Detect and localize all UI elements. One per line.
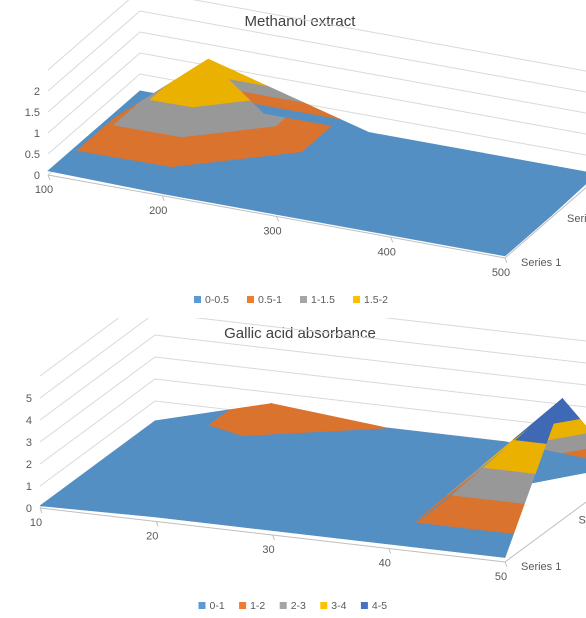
series-label: Series 1 (521, 257, 561, 269)
legend: 0-1 1-2 2-3 3-4 4-5 (198, 600, 387, 612)
surface-facet (241, 403, 388, 437)
z-tick-label: 1.5 (25, 107, 40, 119)
legend-entry: 0-0.5 (205, 294, 229, 306)
legend-entry: 2-3 (291, 600, 306, 612)
z-tick-label: 0.5 (25, 149, 40, 161)
x-tick-label: 50 (495, 571, 507, 583)
legend-swatch (320, 602, 328, 609)
z-tick-label: 4 (26, 415, 32, 427)
surface-facet (39, 462, 214, 507)
surface (39, 397, 586, 558)
y-axis-line (504, 501, 586, 563)
x-tick-label: 20 (146, 531, 158, 543)
legend-entry: 3-4 (331, 600, 346, 612)
surface-facet (389, 194, 552, 236)
legend-swatch (247, 296, 254, 303)
legend-swatch (194, 296, 201, 303)
legend-swatch (353, 296, 360, 303)
methanol-extract-chart: Methanol extract 0 0.5 1 1.5 2 100 200 300 400 50… (25, 0, 586, 306)
legend-entry: 1-1.5 (311, 294, 335, 306)
surface (47, 58, 586, 257)
legend-swatch (279, 602, 287, 609)
gallic-acid-chart: Gallic acid absorbance 0 1 2 3 4 5 10 20 30 40 50 S… (0, 318, 586, 618)
surface-facet (435, 152, 586, 196)
legend-entry: 1.5-2 (364, 294, 388, 306)
z-tick-label: 0 (26, 503, 32, 515)
x-tick-label: 40 (379, 558, 391, 570)
legend: 0-0.5 0.5-1 1-1.5 1.5-2 (194, 294, 388, 306)
x-tick-label: 200 (149, 205, 167, 217)
surface-facet (545, 398, 563, 413)
y-axis-line (504, 186, 586, 259)
z-tick-label: 3 (26, 437, 32, 449)
chart-title: Gallic acid absorbance (224, 325, 376, 342)
surface-facet (209, 403, 272, 426)
z-tick-label: 0 (34, 170, 40, 182)
z-tick-label: 2 (34, 86, 40, 98)
surface-facet (155, 467, 331, 518)
z-tick-label: 1 (34, 128, 40, 140)
series-label: Series 2 (579, 515, 586, 527)
legend-entry: 4-5 (372, 600, 387, 612)
legend-entry: 0-1 (210, 600, 225, 612)
surface-facet (271, 483, 447, 532)
legend-swatch (360, 602, 368, 609)
surface-facet (186, 58, 209, 75)
z-tick-label: 1 (26, 481, 32, 493)
gallic-acid-plot: Gallic acid absorbance 0 1 2 3 4 5 10 20 30 40 50 S… (26, 318, 586, 612)
legend-swatch (198, 602, 206, 609)
x-tick-label: 30 (262, 544, 274, 556)
legend-swatch (300, 296, 307, 303)
x-tick-label: 500 (492, 267, 510, 279)
surface-facet (275, 171, 437, 215)
x-tick-label: 300 (263, 226, 281, 238)
chart-title: Methanol extract (245, 13, 357, 30)
methanol-extract-plot: Methanol extract 0 0.5 1 1.5 2 100 200 300 400 50… (25, 0, 586, 306)
legend-swatch (239, 602, 247, 609)
series-label: Series 2 (567, 213, 586, 225)
z-tick-label: 5 (26, 393, 32, 405)
legend-entry: 0.5-1 (258, 294, 282, 306)
surface-facet (321, 131, 483, 173)
x-tick-label: 10 (30, 517, 42, 529)
x-tick-label: 100 (35, 184, 53, 196)
surface-facet (328, 427, 504, 485)
z-tick-label: 2 (26, 459, 32, 471)
x-tick-label: 400 (378, 246, 396, 258)
surface-facet (201, 58, 225, 78)
legend-entry: 1-2 (250, 600, 265, 612)
series-label: Series 1 (521, 561, 561, 573)
